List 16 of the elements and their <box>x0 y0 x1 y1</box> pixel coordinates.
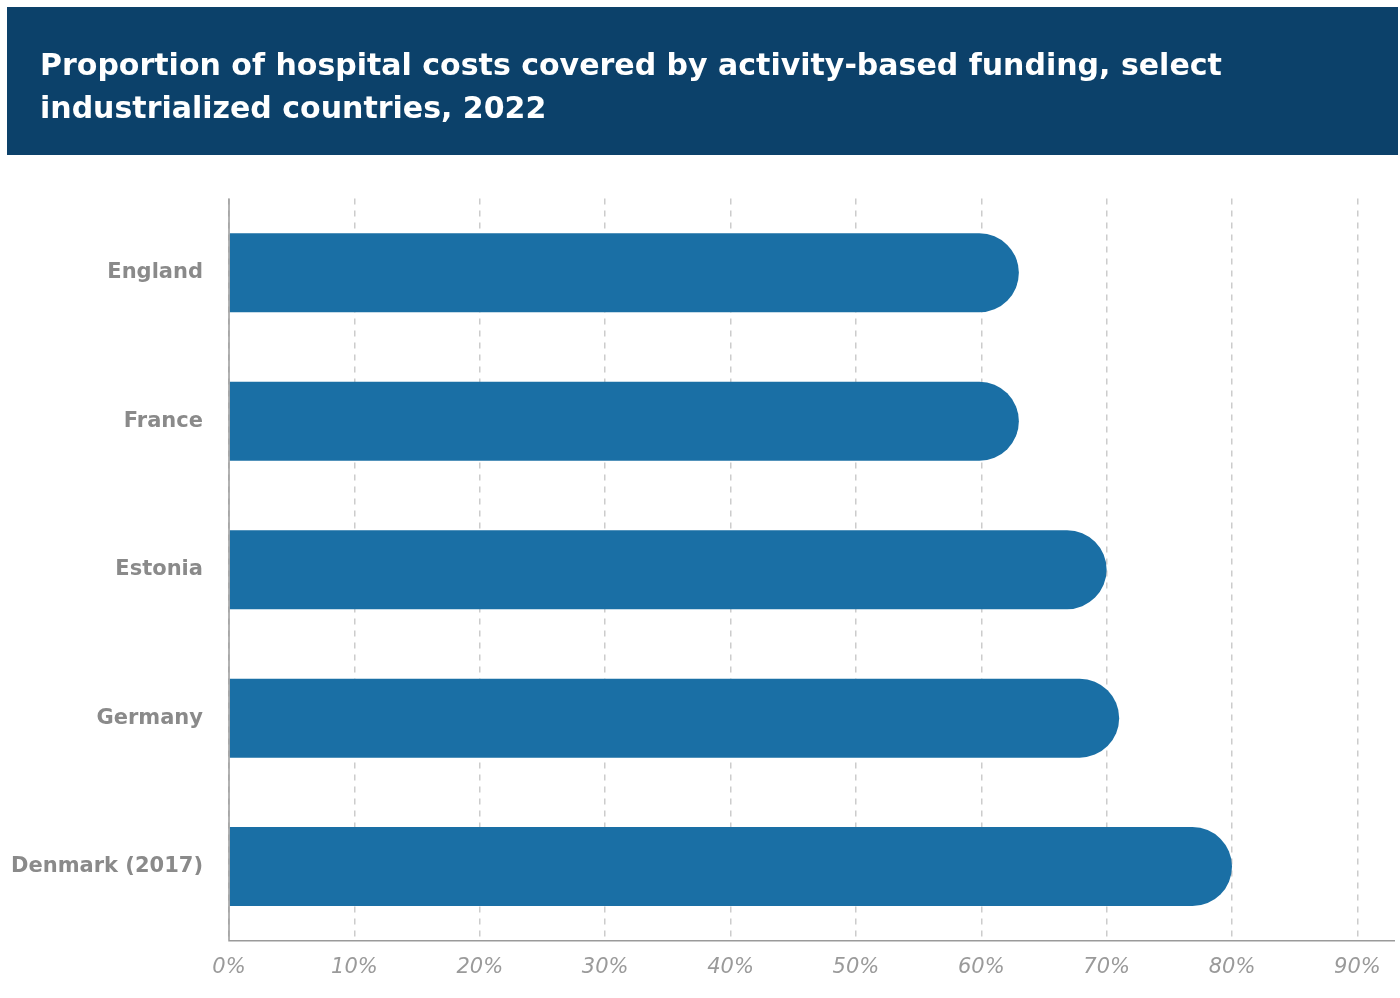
y-tick-label: England <box>107 259 203 284</box>
y-tick-label: Denmark (2017) <box>11 853 203 878</box>
x-tick-label: 80% <box>1208 953 1256 978</box>
x-tick-label: 10% <box>331 953 378 978</box>
x-tick-label: 20% <box>456 953 504 978</box>
y-tick-label: France <box>123 407 203 432</box>
x-tick-label: 40% <box>707 953 754 978</box>
x-tick-label: 50% <box>832 953 880 978</box>
x-tick-label: 30% <box>581 953 629 978</box>
chart-title: Proportion of hospital costs covered by activity-based funding, select industrialized countries, 2022 <box>7 7 1398 155</box>
x-tick-label: 70% <box>1083 953 1130 978</box>
x-tick-label: 60% <box>957 953 1005 978</box>
x-tick-label: 90% <box>1334 953 1381 978</box>
y-tick-label: Estonia <box>115 556 203 581</box>
y-tick-label: Germany <box>96 704 204 729</box>
x-tick-label: 0% <box>212 953 246 978</box>
